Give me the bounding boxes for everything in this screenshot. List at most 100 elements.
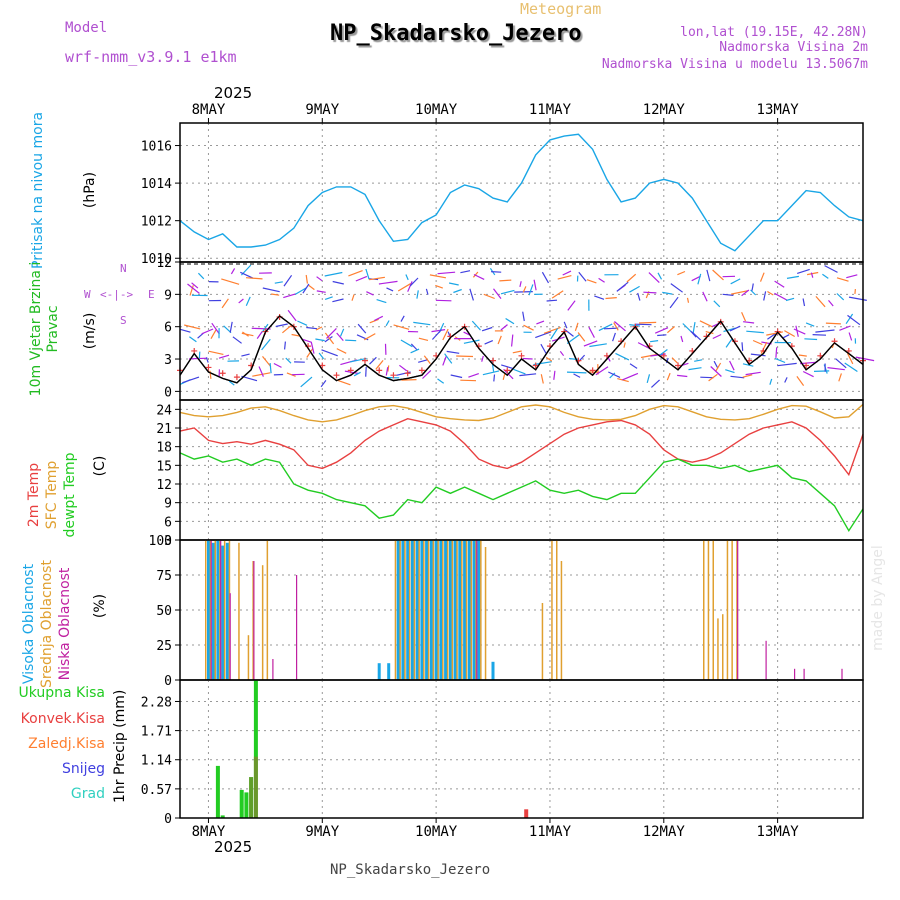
wind-arrow [519, 281, 522, 288]
precip-bar-mix [253, 756, 258, 818]
wind-arrow [750, 353, 766, 357]
cloud-bar-0 [420, 540, 424, 680]
cloud-bar-0 [221, 545, 225, 680]
wind-arrow [269, 363, 272, 374]
wind-arrow [730, 278, 741, 285]
wind-ylabel-text: 10m Vjetar Brzina i Pravac [28, 261, 61, 397]
wind-arrow [694, 359, 703, 362]
wind-speed-line [179, 315, 864, 384]
cloud-bar-1 [418, 540, 420, 680]
ytick-label-wind-1: 3 [164, 353, 172, 368]
cloud-bar-0 [401, 540, 405, 680]
x-label-top-3: 11MAY [529, 102, 572, 118]
wind-arrow [659, 349, 668, 356]
precip-unit: (mm) [112, 689, 128, 728]
wind-arrow [308, 284, 315, 291]
cloud-bar-0 [216, 540, 220, 680]
cloud-bar-1 [541, 603, 544, 680]
series-line-temperature-2 [179, 452, 864, 533]
wind-gust-mark [390, 372, 397, 379]
precip-bar-mix [249, 777, 254, 818]
wind-arrow [583, 340, 598, 347]
wind-arrow [294, 287, 307, 295]
wind-arrow [332, 298, 344, 303]
x-label-top-4: 12MAY [643, 102, 686, 118]
wind-arrow [261, 338, 271, 351]
wind-arrow [349, 357, 367, 363]
wind-arrow [228, 380, 235, 386]
x-label-top-0: 8MAY [192, 102, 226, 118]
legend-zaledj: Zaledj.Kisa [28, 736, 105, 752]
precip-bar-0 [239, 789, 244, 818]
cloud-bar-0 [406, 540, 410, 680]
wind-arrow [846, 353, 854, 365]
station-caption: NP_Skadarsko_Jezero [330, 862, 491, 878]
wind-arrow [767, 290, 774, 296]
wind-arrow [191, 282, 199, 289]
wind-arrow [444, 353, 453, 364]
wind-arrow [385, 320, 390, 327]
wind-arrow [798, 354, 807, 357]
compass-glyph: <-|-> [100, 288, 134, 301]
ytick-label-temperature-5: 18 [156, 441, 172, 456]
cloud-bar-0 [207, 540, 210, 680]
wind-arrow [209, 370, 212, 379]
wind-arrow [400, 315, 405, 322]
wind-arrow [688, 367, 702, 371]
wind-arrow [595, 366, 609, 376]
wind-arrow [197, 272, 205, 280]
wind-arrow [746, 330, 764, 334]
wind-arrow [686, 297, 690, 303]
cloud-bar-0 [458, 540, 462, 680]
wind-arrow [422, 369, 432, 379]
cloud-bar-1 [238, 542, 240, 680]
wind-arrow [302, 283, 310, 294]
wind-arrow [697, 273, 702, 285]
cloud-bar-1 [736, 540, 738, 680]
panel-frame-temperature [179, 399, 864, 541]
ytick-label-pressure-1: 1012 [141, 215, 172, 230]
panel-wind: 0 3 6 9 12 [156, 256, 875, 401]
wind-arrow [613, 322, 619, 331]
wind-gust-mark [675, 362, 682, 369]
wind-arrow [232, 336, 242, 344]
wind-arrow [629, 285, 640, 293]
wind-arrow [774, 357, 786, 364]
model-label: Model [65, 20, 108, 36]
wind-arrow [815, 296, 826, 308]
wind-arrow [836, 277, 849, 282]
wind-arrow [637, 292, 641, 301]
wind-arrow [546, 299, 558, 302]
station-title: NP_Skadarsko_Jezero [330, 21, 582, 46]
wind-arrow [184, 324, 201, 330]
wind-gust-mark [361, 357, 368, 364]
wind-arrow [784, 330, 795, 338]
cloud-bar-1 [480, 540, 482, 680]
wind-arrow [564, 328, 574, 337]
wind-arrow [482, 370, 500, 376]
cloud-bar-0 [491, 661, 495, 680]
wind-arrow [238, 298, 244, 304]
wind-arrow [332, 280, 344, 285]
wind-arrow [442, 356, 447, 366]
wind-arrow [629, 363, 638, 369]
cloud-bar-2 [296, 575, 298, 680]
cloud-bar-1 [707, 540, 710, 680]
wind-arrow [189, 336, 197, 343]
wind-arrow [692, 322, 696, 333]
wind-arrow [230, 268, 236, 275]
legend-konvek: Konvek.Kisa [20, 711, 105, 727]
wind-arrow [750, 289, 757, 296]
cloud-bar-0 [434, 540, 438, 680]
wind-arrow [598, 323, 613, 332]
cloud-bar-1 [404, 540, 406, 680]
cloud-bar-1 [394, 540, 397, 680]
panel-frame-pressure [179, 122, 864, 263]
wind-arrow [844, 362, 858, 372]
wind-arrow [287, 309, 297, 322]
series-line-temperature-1 [179, 403, 864, 423]
wind-arrow [566, 371, 587, 374]
wind-arrow [612, 332, 616, 342]
wind-arrow [574, 322, 579, 331]
